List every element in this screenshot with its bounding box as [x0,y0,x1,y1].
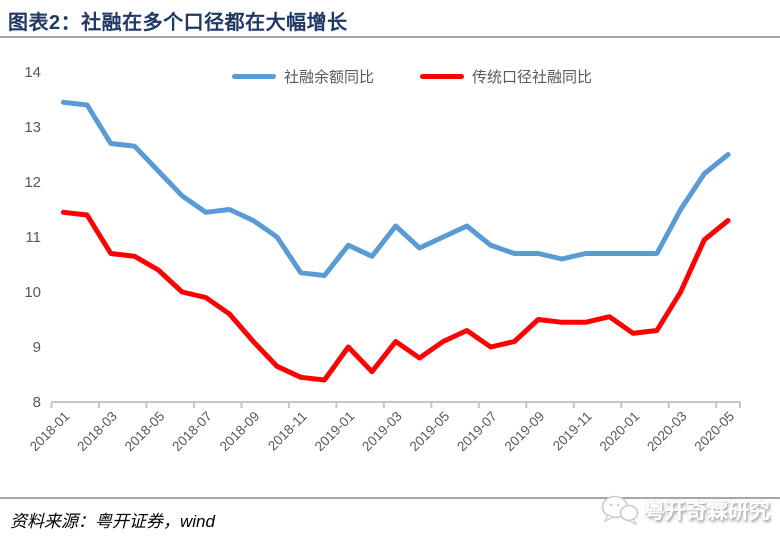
x-tick-label: 2018-11 [265,409,310,454]
x-tick-label: 2018-09 [217,409,263,455]
chart-legend: 社融余额同比 传统口径社融同比 [22,66,780,87]
x-tick-label: 2018-07 [169,409,215,455]
legend-item-traditional-yoy: 传统口径社融同比 [420,66,592,87]
red-line-swatch-icon [420,74,464,79]
x-tick-label: 2020-03 [644,409,690,455]
wechat-bubbles-icon [601,495,639,526]
footer-divider [0,497,780,499]
y-tick-label: 10 [24,284,41,301]
y-tick-label: 13 [24,119,41,136]
source-note: 资料来源：粤开证券，wind [10,512,215,531]
x-tick-label: 2019-09 [502,409,548,455]
x-tick-label: 2019-01 [312,409,358,455]
y-tick-label: 12 [24,174,41,191]
legend-label: 传统口径社融同比 [472,69,593,86]
x-tick-label: 2018-05 [122,409,168,455]
x-tick-label: 2019-07 [454,409,500,455]
legend-item-balance-yoy: 社融余额同比 [231,66,374,87]
series-line-1 [60,209,731,383]
page-title: 图表2：社融在多个口径都在大幅增长 [8,12,348,34]
x-tick-label: 2020-01 [597,409,643,455]
y-tick-label: 11 [25,229,41,246]
title-divider [0,36,780,38]
brand-watermark: 粤开奇霖研究 [601,494,770,526]
y-tick-label: 14 [24,64,41,81]
x-tick-label: 2020-05 [692,409,738,455]
y-tick-label: 9 [33,339,41,356]
x-tick-label: 2018-01 [27,409,73,455]
x-tick-label: 2019-11 [550,409,595,454]
legend-label: 社融余额同比 [283,69,374,86]
x-tick-label: 2019-05 [407,409,453,455]
y-tick-label: 8 [33,394,41,411]
series-line-0 [60,99,731,278]
x-tick-label: 2018-03 [74,409,120,455]
blue-line-swatch-icon [231,74,276,79]
watermark-label: 粤开奇霖研究 [644,500,770,523]
x-tick-label: 2019-03 [359,409,405,455]
line-chart: 8 9 10 11 12 13 14 2018-01 2018-03 2018-05 2018-07… [24,64,741,455]
